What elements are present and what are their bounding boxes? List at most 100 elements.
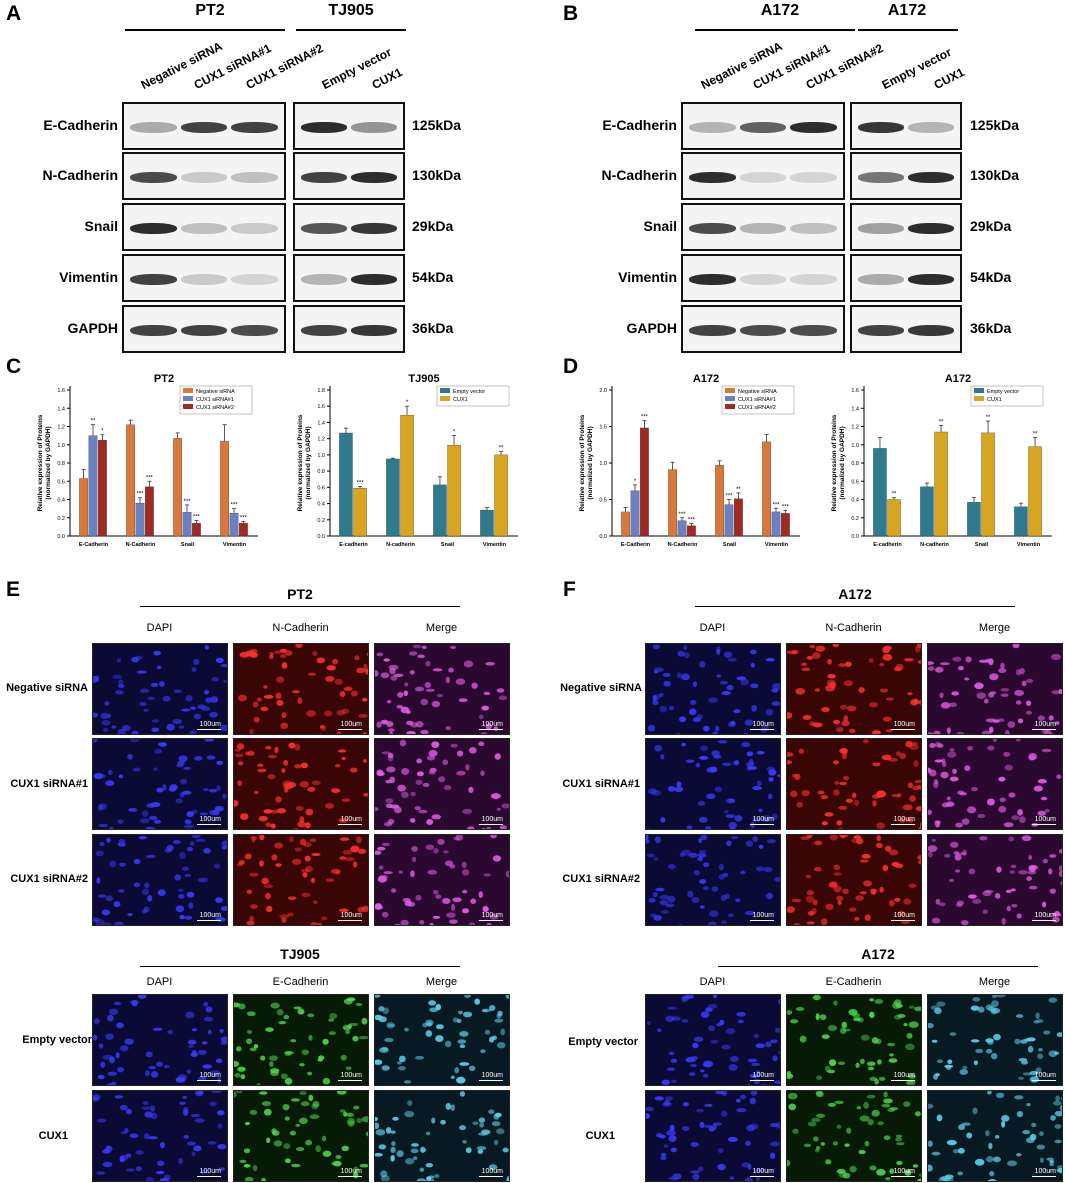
- cell: [788, 1103, 797, 1111]
- significance-label: ***: [230, 503, 238, 509]
- cell: [201, 1041, 208, 1045]
- band: [301, 223, 347, 234]
- y-tick-label: 1.4: [317, 420, 325, 426]
- cell: [676, 781, 682, 788]
- cell: [987, 1006, 997, 1012]
- cell: [113, 921, 124, 925]
- cell: [146, 1176, 154, 1181]
- cell: [420, 1146, 426, 1153]
- cell: [301, 892, 311, 898]
- cell: [815, 1013, 820, 1021]
- significance-label: **: [736, 487, 741, 493]
- cell: [940, 702, 951, 709]
- cell: [666, 1067, 675, 1071]
- cell: [409, 670, 415, 675]
- cell: [977, 813, 986, 819]
- y-axis-label-line: Relative expression of Proteins: [579, 414, 586, 511]
- cell: [765, 708, 774, 716]
- cell: [944, 1177, 954, 1181]
- cell: [189, 841, 195, 846]
- cell: [742, 733, 749, 734]
- cell: [488, 1109, 495, 1114]
- y-tick-label: 0.4: [851, 498, 859, 504]
- bar: [781, 513, 790, 537]
- cell: [717, 740, 728, 744]
- microscopy-image: 100um: [786, 994, 922, 1086]
- cell: [974, 682, 984, 690]
- scale-bar: [891, 920, 915, 921]
- bar: [934, 431, 948, 537]
- cell: [935, 898, 941, 905]
- cell: [735, 1098, 741, 1103]
- cell: [259, 860, 264, 867]
- bar-chart-pt2: PT2 0.0 0.2 0.4 0.6 0.8 1.0 1.2 1.4 1.6 Relative e…: [18, 368, 268, 553]
- bar: [229, 513, 239, 537]
- cell: [435, 894, 442, 899]
- y-tick-label: 0.0: [57, 534, 65, 540]
- cell: [421, 645, 427, 649]
- cell: [700, 835, 708, 841]
- cell: [896, 751, 902, 757]
- x-tick-label: Snail: [181, 542, 195, 548]
- significance-label: ***: [641, 415, 649, 421]
- cell: [832, 644, 840, 648]
- band: [180, 223, 228, 234]
- cell: [772, 682, 780, 690]
- cell: [299, 816, 305, 824]
- cell: [1026, 1102, 1031, 1107]
- group-title-a172: A172: [887, 2, 927, 19]
- scale-bar: [891, 729, 915, 730]
- cell: [832, 1141, 839, 1146]
- legend-label: Negative siRNA: [738, 389, 777, 395]
- cell: [295, 1147, 305, 1152]
- cell: [736, 676, 747, 681]
- chart-title: A172: [945, 373, 971, 385]
- cell: [432, 915, 441, 919]
- cell: [153, 650, 161, 656]
- blot-strip: [681, 152, 845, 200]
- cell: [660, 1152, 667, 1157]
- cell: [294, 743, 301, 751]
- cell: [699, 661, 706, 668]
- cell: [809, 644, 816, 649]
- cell: [915, 1111, 921, 1117]
- cell: [820, 918, 828, 925]
- cell: [1021, 1060, 1029, 1065]
- cell: [184, 873, 192, 878]
- cell: [193, 713, 202, 720]
- cell: [984, 698, 989, 704]
- scale-label: 100um: [481, 721, 503, 728]
- cell: [777, 774, 780, 778]
- cell: [724, 893, 730, 899]
- bar: [668, 469, 677, 537]
- cell: [878, 1076, 886, 1081]
- cell: [795, 1007, 805, 1011]
- cell: [1049, 1159, 1055, 1164]
- cell: [263, 884, 274, 889]
- cell: [879, 886, 884, 893]
- cell: [428, 1175, 435, 1179]
- cell: [766, 766, 775, 771]
- cell: [913, 698, 919, 705]
- cell: [464, 995, 472, 998]
- cell: [440, 1119, 446, 1125]
- cell: [204, 739, 215, 742]
- band: [301, 172, 347, 183]
- scale-label: 100um: [752, 1072, 774, 1079]
- cell: [183, 766, 191, 771]
- cell: [864, 914, 871, 922]
- cell: [944, 1064, 954, 1068]
- cell: [1054, 1139, 1062, 1144]
- cell: [663, 1144, 669, 1148]
- cell: [352, 861, 358, 868]
- cell: [397, 784, 407, 792]
- cell: [129, 1133, 139, 1139]
- cell: [236, 1046, 242, 1052]
- cell: [265, 1027, 274, 1032]
- cell: [928, 1022, 934, 1029]
- cell: [1054, 1124, 1062, 1129]
- cell: [735, 898, 741, 903]
- cell: [700, 1011, 710, 1018]
- cell: [648, 897, 656, 903]
- protein-label: Vimentin: [618, 269, 677, 285]
